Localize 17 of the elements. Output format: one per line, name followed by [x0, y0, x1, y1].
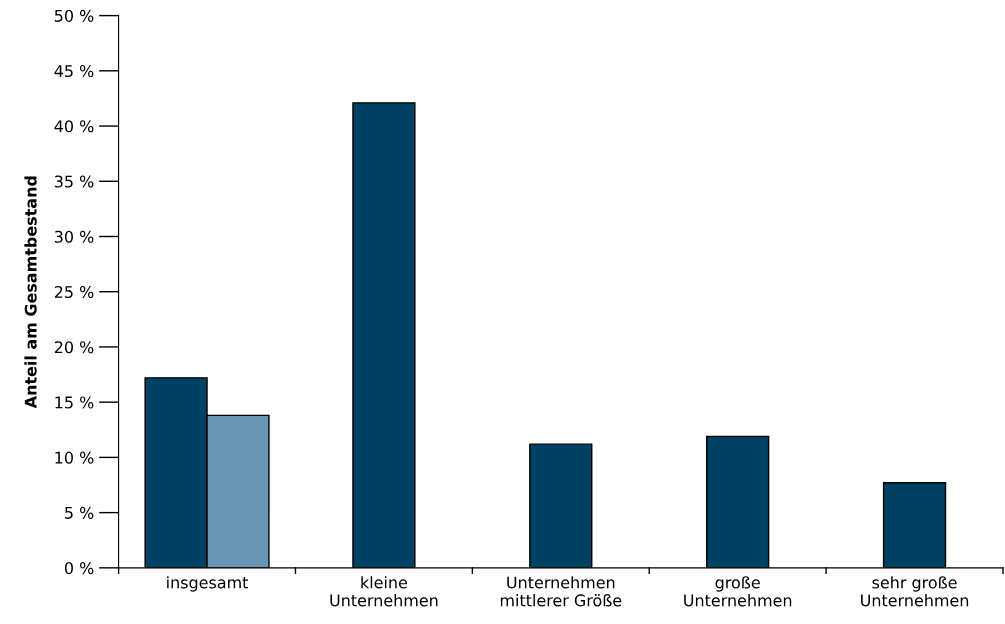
- y-tick-label: 25 %: [54, 285, 94, 299]
- x-tick-label: sehr große Unternehmen: [861, 576, 969, 607]
- x-tick-label: Unternehmen mittlerer Größe: [500, 576, 622, 607]
- y-tick-label: 15 %: [55, 396, 94, 409]
- y-tick-label: 45 %: [54, 65, 94, 78]
- y-tick-label: 50 %: [54, 9, 94, 22]
- y-tick-label: 5 %: [65, 506, 94, 519]
- y-tick-label: 10 %: [55, 451, 94, 464]
- y-tick-label: 40 %: [54, 120, 94, 133]
- x-tick-label: kleine Unternehmen: [330, 576, 438, 607]
- y-tick-label: 20 %: [54, 341, 94, 354]
- x-tick-label: insgesamt: [167, 576, 249, 592]
- y-tick-label: 30 %: [54, 230, 94, 243]
- y-tick-label: 35 %: [54, 175, 94, 188]
- x-tick-label: große Unternehmen: [684, 576, 792, 607]
- y-tick-label: 0 %: [64, 562, 94, 575]
- y-axis-title: Anteil am Gesamtbestand: [24, 176, 37, 409]
